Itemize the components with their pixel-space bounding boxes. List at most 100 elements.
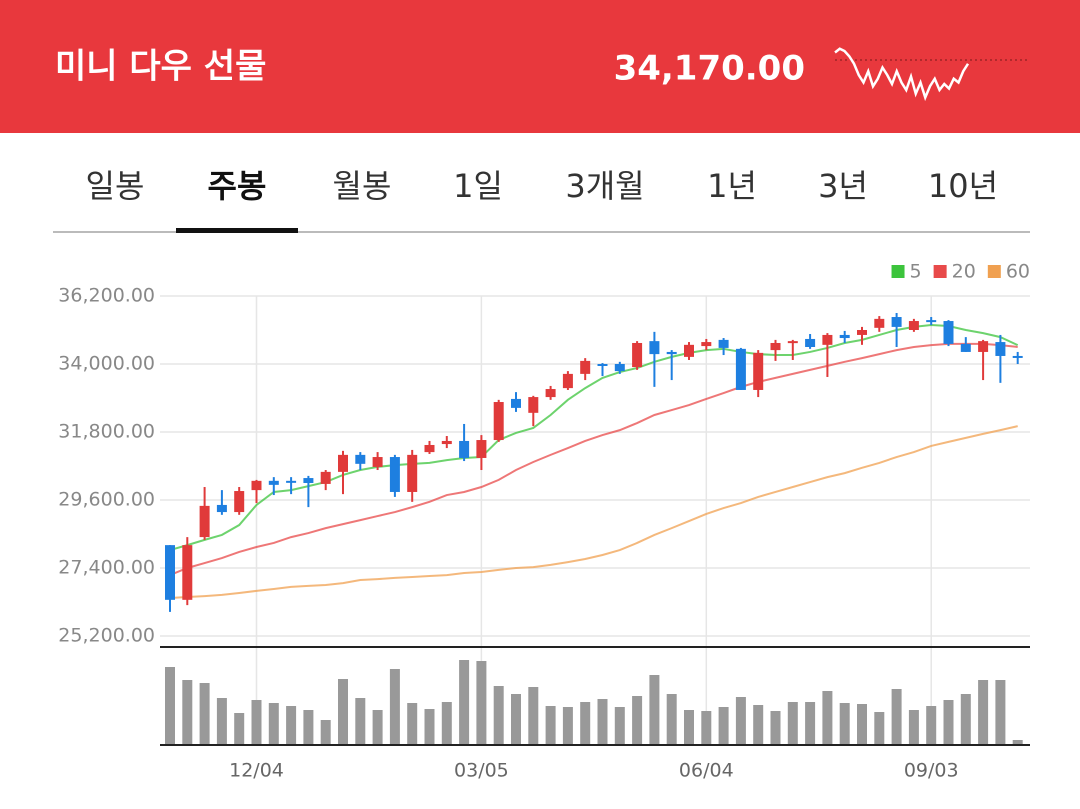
legend-label: 20 <box>952 261 976 283</box>
candle-body <box>476 440 487 458</box>
volume-bar <box>632 696 643 745</box>
candle-body <box>908 321 919 330</box>
volume-bar <box>926 706 937 745</box>
candle-body <box>1012 355 1023 358</box>
candle-body <box>216 504 227 513</box>
candle-body <box>355 454 366 464</box>
candle-body <box>441 440 452 445</box>
volume-bar <box>666 694 677 745</box>
volume-bar <box>735 697 746 745</box>
candle-body <box>199 505 210 538</box>
volume-bar <box>649 675 660 745</box>
candle-body <box>649 341 660 355</box>
candle-body <box>874 318 885 328</box>
candle-body <box>165 545 175 600</box>
candle-body <box>545 389 556 398</box>
candle-body <box>770 342 781 351</box>
volume-bar <box>753 705 764 745</box>
ma-line <box>169 425 1018 599</box>
tab[interactable]: 10년 <box>928 167 998 205</box>
candle-body <box>839 334 850 339</box>
tab[interactable]: 월봉 <box>333 167 392 205</box>
candle-body <box>701 342 712 347</box>
candle-body <box>632 342 643 368</box>
volume-bar <box>822 691 833 745</box>
candle-body <box>268 480 279 485</box>
volume-bar <box>199 683 210 745</box>
candle-body <box>822 334 833 345</box>
volume-bar <box>355 698 366 745</box>
volume-bar <box>787 702 798 745</box>
candle-body <box>493 402 504 441</box>
candle-body <box>753 352 764 390</box>
candle-body <box>995 342 1006 356</box>
legend-swatch <box>891 265 905 278</box>
volume-bar <box>286 706 297 745</box>
volume-bar <box>407 703 418 745</box>
y-tick-label: 31,800.00 <box>58 421 155 443</box>
candle-body <box>978 341 989 352</box>
volume-bar <box>165 667 175 745</box>
candle-body <box>251 480 262 491</box>
volume-bar <box>562 707 573 745</box>
volume-bar <box>718 707 729 745</box>
candle-body <box>597 364 608 366</box>
volume-bar <box>338 679 348 745</box>
candle-body <box>891 317 902 327</box>
tab[interactable]: 1일 <box>453 167 503 205</box>
volume-bar <box>545 706 556 745</box>
tab[interactable]: 3년 <box>818 167 868 205</box>
volume-bar <box>441 702 452 745</box>
y-tick-label: 27,400.00 <box>58 557 155 579</box>
volume-bar <box>182 680 193 745</box>
header-title: 미니 다우 선물 <box>55 47 266 87</box>
tab[interactable]: 1년 <box>707 167 757 205</box>
candle-body <box>528 397 539 413</box>
volume-bar <box>389 669 400 745</box>
candle-body <box>182 545 193 600</box>
volume-bar <box>511 694 521 745</box>
tab[interactable]: 주봉 <box>208 167 267 205</box>
volume-bar <box>424 709 435 745</box>
candle-body <box>338 454 348 472</box>
candle-body <box>320 471 331 484</box>
candle-body <box>234 491 245 513</box>
volume-bar <box>493 686 504 745</box>
volume-bar <box>372 710 383 745</box>
volume-bar <box>770 711 781 745</box>
candle-body <box>787 341 798 344</box>
volume-bar <box>614 707 625 745</box>
volume-bar <box>597 699 608 745</box>
header-bar <box>0 0 1080 133</box>
candle-body <box>926 320 937 323</box>
volume-bar <box>839 703 850 745</box>
candle-body <box>805 338 816 347</box>
volume-bar <box>995 680 1006 745</box>
header-price: 34,170.00 <box>614 49 805 89</box>
volume-bar <box>320 720 331 745</box>
candle-body <box>303 478 314 483</box>
candle-body <box>424 444 435 453</box>
candle-body <box>614 364 625 372</box>
candle-body <box>286 480 297 483</box>
volume-bar <box>874 712 885 745</box>
volume-bar <box>528 687 539 745</box>
candle-body <box>943 321 954 344</box>
volume-bar <box>943 700 954 745</box>
candle-body <box>511 398 521 408</box>
candle-body <box>459 440 470 458</box>
candle-body <box>580 360 591 374</box>
legend-swatch <box>987 265 1001 278</box>
x-tick-label: 09/03 <box>904 760 959 782</box>
y-tick-label: 29,600.00 <box>58 489 155 511</box>
legend-label: 5 <box>910 261 922 283</box>
candle-body <box>684 344 694 357</box>
ma-line <box>169 324 1019 552</box>
volume-bar <box>701 711 712 745</box>
tab[interactable]: 3개월 <box>565 167 644 205</box>
y-tick-label: 25,200.00 <box>58 625 155 647</box>
candle-body <box>960 343 971 352</box>
tab[interactable]: 일봉 <box>86 167 145 205</box>
